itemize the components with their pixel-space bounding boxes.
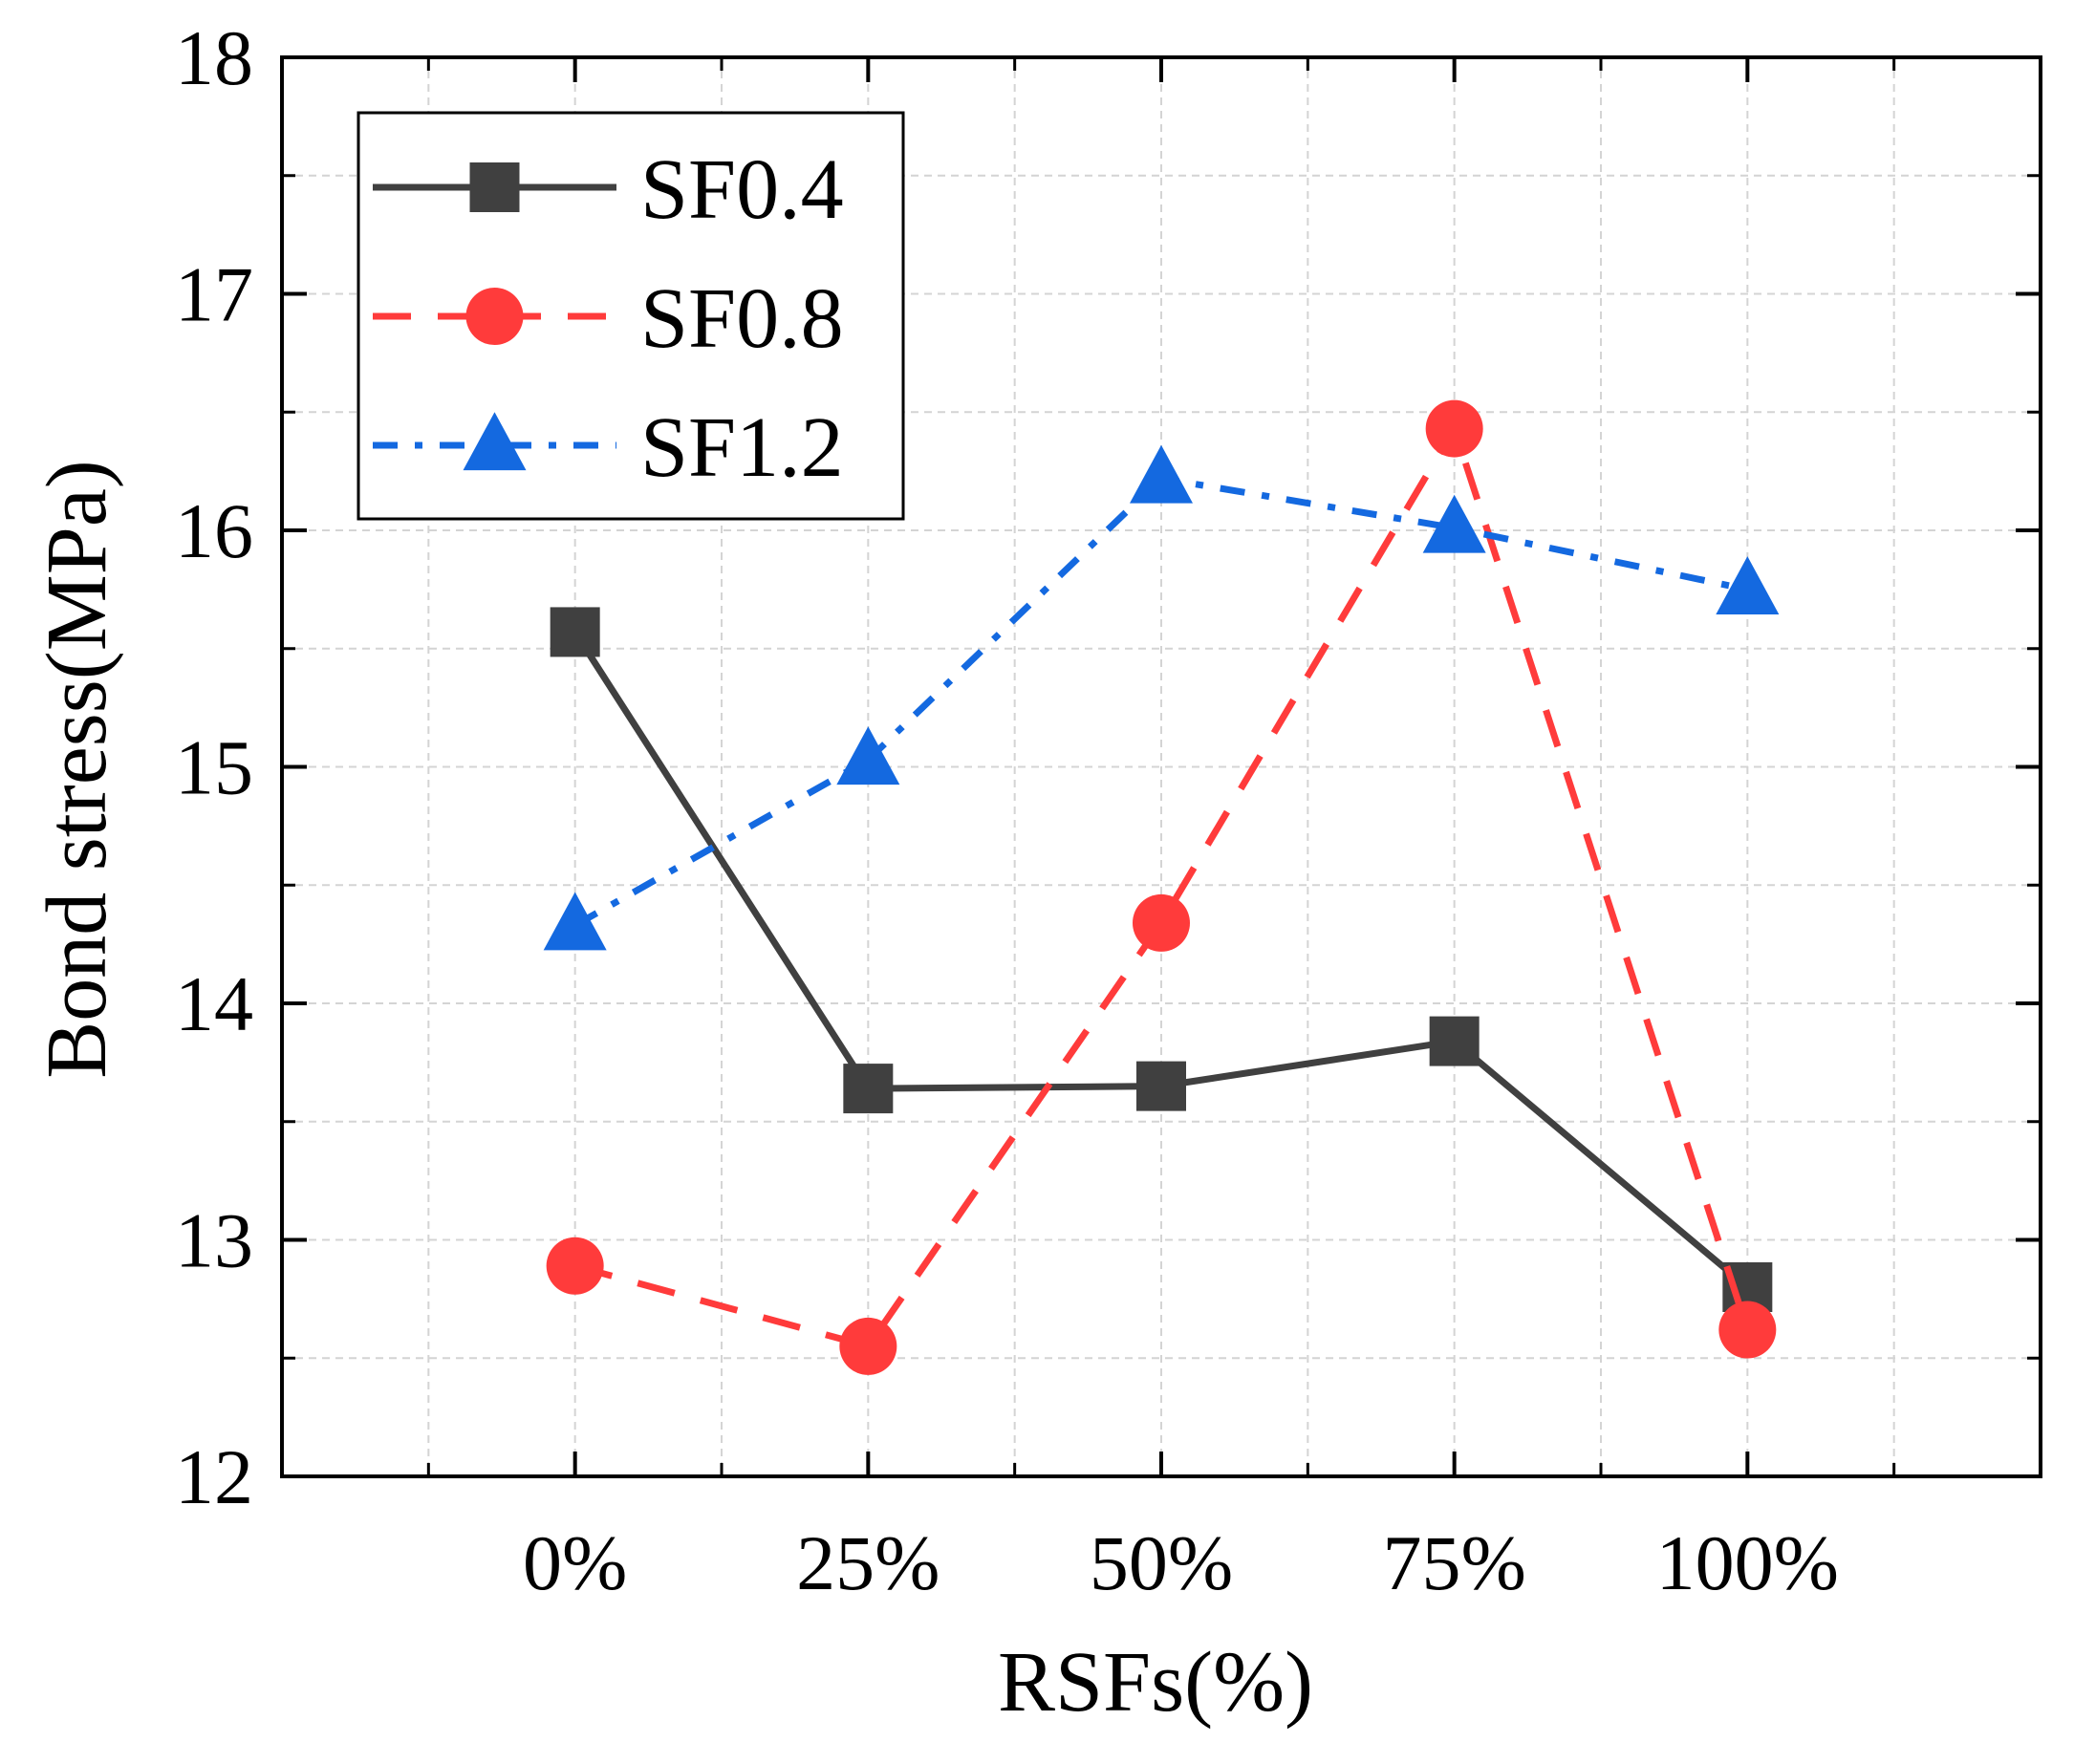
data-point-sf0-4	[1136, 1061, 1186, 1111]
x-tick-label: 0%	[523, 1519, 627, 1606]
series-layer	[543, 399, 1780, 1375]
data-point-sf1-2	[543, 892, 607, 951]
data-point-sf0-4	[1429, 1016, 1480, 1066]
x-tick-label: 100%	[1656, 1519, 1839, 1606]
data-point-sf0-8	[546, 1237, 604, 1295]
data-point-sf0-4	[550, 607, 600, 657]
data-point-sf0-8	[1133, 893, 1190, 952]
data-point-sf1-2	[1422, 494, 1486, 553]
data-point-sf1-2	[836, 726, 900, 785]
tick-labels: 12 13 14 15 16 17 18 0% 25% 50% 75% 100%	[175, 14, 1839, 1606]
data-point-sf0-8	[1425, 399, 1483, 458]
x-tick-label: 75%	[1383, 1519, 1526, 1606]
legend-marker-sf0-8	[465, 288, 524, 345]
x-tick-label: 50%	[1090, 1519, 1233, 1606]
legend-label-sf1-2: SF1.2	[640, 400, 844, 495]
legend: SF0.4 SF0.8 SF1.2	[356, 111, 905, 521]
y-tick-label: 15	[175, 724, 253, 811]
legend-label-sf0-4: SF0.4	[640, 142, 844, 237]
axis-ticks	[282, 55, 2041, 1478]
series-line-sf0-8	[573, 425, 1751, 1350]
y-tick-label: 16	[175, 487, 253, 574]
series-sf0-8	[546, 399, 1777, 1375]
y-tick-label: 14	[175, 960, 253, 1047]
y-axis-title: Bond stress(MPa)	[30, 460, 124, 1079]
legend-marker-sf0-4	[469, 162, 520, 212]
grid-layer	[282, 57, 2041, 1476]
data-point-sf1-2	[1716, 556, 1780, 614]
data-point-sf0-8	[1718, 1301, 1777, 1359]
legend-marker-sf1-2	[463, 412, 527, 471]
y-tick-label: 12	[175, 1433, 253, 1520]
series-sf0-4	[550, 607, 1773, 1312]
series-sf1-2	[543, 444, 1780, 951]
x-tick-label: 25%	[796, 1519, 940, 1606]
y-tick-label: 13	[175, 1197, 253, 1284]
y-tick-label: 17	[175, 251, 253, 338]
y-tick-label: 18	[175, 14, 253, 101]
data-point-sf1-2	[1130, 444, 1193, 504]
legend-label-sf0-8: SF0.8	[640, 271, 844, 366]
x-axis-title: RSFs(%)	[998, 1635, 1313, 1730]
data-point-sf0-8	[839, 1317, 897, 1375]
data-point-sf0-4	[843, 1064, 894, 1114]
